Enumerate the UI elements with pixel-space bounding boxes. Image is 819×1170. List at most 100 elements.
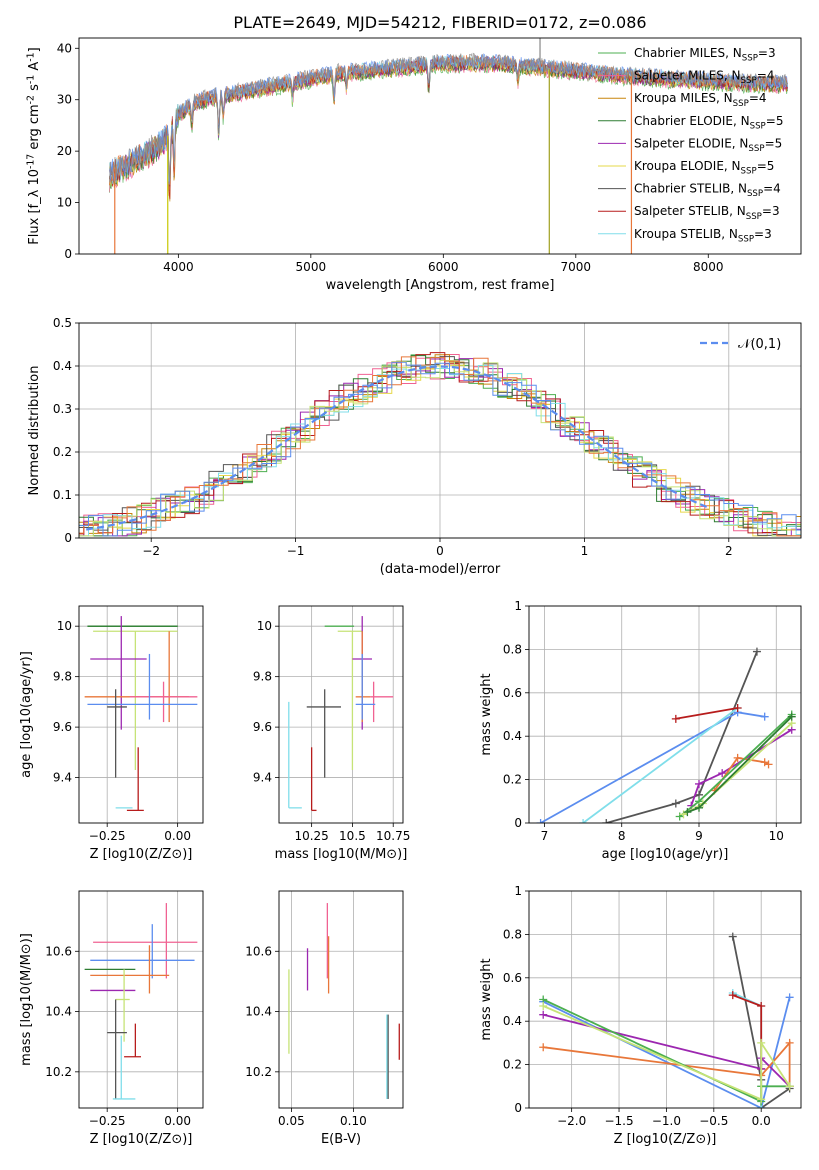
x-tick-label: −1.5 bbox=[604, 1114, 633, 1128]
weight-series bbox=[539, 1002, 794, 1104]
y-tick-label: 0.3 bbox=[53, 402, 72, 416]
residual-histogram bbox=[79, 361, 801, 537]
y-tick-label: 10.4 bbox=[45, 1005, 72, 1019]
x-tick-label: −1 bbox=[287, 544, 305, 558]
x-tick-label: 2 bbox=[725, 544, 733, 558]
weight-line bbox=[582, 707, 739, 823]
errorbar-point bbox=[355, 653, 376, 720]
residual-histogram bbox=[79, 360, 801, 537]
x-tick-label: 8 bbox=[618, 829, 626, 843]
x-tick-label: 0 bbox=[436, 544, 444, 558]
legend-label: Kroupa MILES, NSSP=4 bbox=[634, 91, 767, 109]
y-tick-label: 0.4 bbox=[53, 359, 72, 373]
x-tick-label: 0.10 bbox=[340, 1114, 367, 1128]
x-tick-label: 0.05 bbox=[278, 1114, 305, 1128]
legend-label: Chabrier ELODIE, NSSP=5 bbox=[634, 114, 783, 132]
x-tick-label: −0.5 bbox=[699, 1114, 728, 1128]
x-tick-label: 10.75 bbox=[376, 829, 410, 843]
x-tick-label: −1.0 bbox=[652, 1114, 681, 1128]
y-tick-label: 0.6 bbox=[503, 686, 522, 700]
errorbar-point bbox=[310, 747, 317, 812]
y-tick-label: 0.2 bbox=[503, 1058, 522, 1072]
errorbar-point bbox=[107, 999, 127, 1099]
weight-marker bbox=[579, 819, 588, 823]
errorbar-point bbox=[115, 969, 130, 1042]
errorbar-point bbox=[126, 747, 144, 812]
y-axis-label: Flux [f_λ 10-17 erg cm-2 s-1 A-1] bbox=[25, 47, 42, 244]
chart-weight_vs_Z: −2.0 −1.5 −1.0 −0.5 0.0 0 0.2 0.4 0.6 0.8 1 Z [log1… bbox=[479, 884, 802, 1147]
x-axis-label: Z [log10(Z/Z⊙)] bbox=[90, 847, 193, 862]
weight-marker bbox=[757, 1002, 766, 1011]
y-tick-label: 0 bbox=[64, 247, 72, 261]
plot-area bbox=[79, 352, 801, 537]
x-tick-label: −2.0 bbox=[557, 1114, 586, 1128]
y-tick-label: 10.2 bbox=[45, 1065, 72, 1079]
legend-label: Kroupa STELIB, NSSP=3 bbox=[634, 227, 772, 245]
spectrum-series bbox=[109, 58, 788, 202]
y-axis-label: age [log10(age/yr)] bbox=[19, 651, 34, 778]
weight-marker bbox=[787, 712, 796, 721]
x-axis-label: Z [log10(Z/Z⊙)] bbox=[614, 1132, 717, 1147]
y-tick-label: 10.4 bbox=[245, 1005, 272, 1019]
errorbar-point bbox=[370, 681, 394, 723]
weight-line bbox=[606, 651, 758, 823]
x-tick-label: 8000 bbox=[693, 260, 724, 274]
weight-marker bbox=[785, 1082, 794, 1091]
weight-marker bbox=[728, 991, 737, 1000]
legend-label: Salpeter ELODIE, NSSP=5 bbox=[634, 136, 782, 154]
weight-marker bbox=[718, 769, 727, 778]
x-tick-label: 0.00 bbox=[164, 1114, 191, 1128]
weight-series bbox=[602, 647, 761, 823]
weight-marker bbox=[733, 703, 742, 712]
weight-marker bbox=[785, 1038, 794, 1047]
weight-marker bbox=[539, 1002, 548, 1011]
y-tick-label: 0.2 bbox=[53, 445, 72, 459]
x-tick-label: 6000 bbox=[428, 260, 459, 274]
errorbar-point bbox=[306, 689, 341, 778]
plot-area bbox=[288, 903, 400, 1099]
x-tick-label: 4000 bbox=[163, 260, 194, 274]
residual-histogram bbox=[79, 354, 801, 537]
weight-marker bbox=[602, 819, 611, 823]
plot-area bbox=[84, 616, 198, 812]
axes-frame bbox=[528, 605, 802, 824]
residual-histogram bbox=[79, 352, 801, 537]
y-tick-label: 0.4 bbox=[503, 1014, 522, 1028]
y-tick-label: 0.6 bbox=[503, 971, 522, 985]
y-axis-label: Normed distribution bbox=[27, 366, 42, 496]
y-axis-label: mass weight bbox=[479, 958, 494, 1040]
weight-series bbox=[728, 991, 766, 1073]
errorbar-point bbox=[288, 701, 302, 809]
weight-marker bbox=[757, 1038, 766, 1047]
x-axis-label: mass [log10(M/M⊙)] bbox=[275, 847, 408, 862]
spectrum-series bbox=[109, 52, 788, 183]
x-tick-label: 9 bbox=[695, 829, 703, 843]
plot-area bbox=[536, 647, 796, 823]
plot-area bbox=[84, 903, 198, 1100]
plot-area bbox=[109, 38, 788, 254]
errorbar-point bbox=[124, 1023, 141, 1058]
legend-label: Chabrier MILES, NSSP=3 bbox=[634, 46, 776, 64]
y-tick-label: 20 bbox=[57, 144, 72, 158]
errorbar-point bbox=[337, 630, 363, 771]
chart-mass_vs_Z: −0.25 0.00 10.2 10.4 10.6 Z [log10(Z/Z⊙)] mass… bbox=[19, 890, 204, 1147]
weight-series bbox=[683, 712, 796, 817]
y-tick-label: 10 bbox=[57, 619, 72, 633]
axes-frame bbox=[278, 605, 404, 824]
errorbar-point bbox=[90, 945, 170, 994]
y-tick-label: 10.2 bbox=[245, 1065, 272, 1079]
weight-marker bbox=[764, 760, 773, 769]
weight-marker bbox=[757, 1095, 766, 1104]
plot-area bbox=[288, 616, 394, 812]
axes-frame bbox=[528, 890, 802, 1109]
legend: Chabrier MILES, NSSP=3 Salpeter MILES, NS… bbox=[598, 46, 783, 244]
y-tick-label: 0.4 bbox=[503, 729, 522, 743]
chart-mass_vs_EBV: 0.05 0.10 10.2 10.4 10.6 E(B-V) bbox=[245, 890, 404, 1147]
x-tick-label: 7 bbox=[541, 829, 549, 843]
x-axis-label: Z [log10(Z/Z⊙)] bbox=[90, 1132, 193, 1147]
x-tick-label: 0.00 bbox=[164, 829, 191, 843]
weight-line bbox=[543, 1040, 791, 1087]
x-axis-label: (data-model)/error bbox=[380, 562, 501, 577]
x-tick-label: 10 bbox=[769, 829, 784, 843]
